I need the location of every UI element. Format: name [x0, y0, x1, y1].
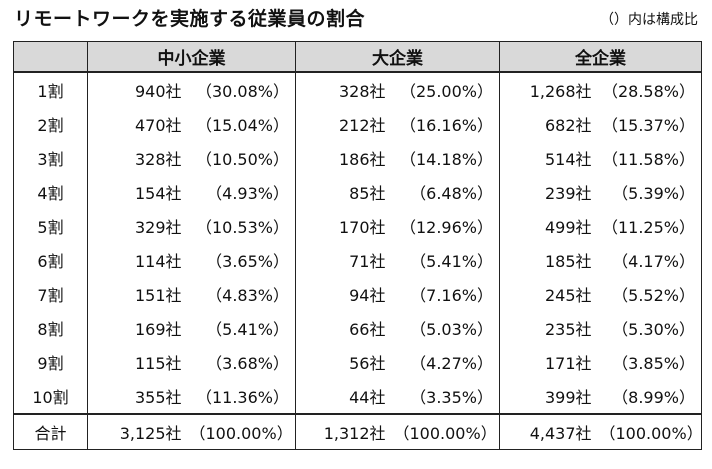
table-row: 4割 154社 （4.93%） 85社 （6.48%） 239社 （5.39%）: [13, 175, 702, 209]
large-count-cell: 94社: [349, 286, 386, 305]
all-ratio-cell: （100.00%）: [599, 413, 703, 450]
header-all: 全企業: [499, 41, 702, 73]
sme-count-cell: 328社: [134, 150, 182, 169]
large-count-cell: 170社: [338, 218, 386, 237]
large-ratio-cell: （5.41%）: [393, 243, 500, 277]
large-count-cell: 56社: [349, 354, 386, 373]
sme-ratio-cell: （5.41%）: [189, 311, 296, 345]
ratio-note: （）内は構成比: [600, 12, 698, 28]
large-ratio-cell: （4.27%）: [393, 345, 500, 379]
all-ratio-cell: （5.39%）: [612, 184, 695, 203]
all-ratio-cell: （15.37%）: [601, 116, 695, 135]
all-ratio-cell: （4.17%）: [612, 252, 695, 271]
page-title: リモートワークを実施する従業員の割合: [14, 8, 366, 30]
sme-ratio-cell: （3.68%）: [189, 345, 296, 379]
all-count-cell: 171社: [544, 354, 592, 373]
large-count-cell: 71社: [349, 252, 386, 271]
all-ratio-cell: （5.30%）: [612, 320, 695, 339]
header-stub: [13, 41, 88, 73]
row-label: 1割: [13, 72, 88, 107]
sme-ratio-cell: （10.50%）: [189, 141, 296, 175]
large-count-cell: 1,312社: [295, 413, 394, 450]
all-ratio-cell: （11.58%）: [601, 150, 695, 169]
table-row: 6割 114社 （3.65%） 71社 （5.41%） 185社 （4.17%）: [13, 243, 702, 277]
all-count-cell: 399社: [544, 388, 592, 407]
large-ratio-cell: （6.48%）: [393, 175, 500, 209]
row-label: 9割: [13, 345, 88, 379]
large-count-cell: 66社: [349, 320, 386, 339]
all-ratio-cell: （3.85%）: [612, 354, 695, 373]
all-count-cell: 682社: [544, 116, 592, 135]
all-count-cell: 239社: [544, 184, 592, 203]
large-count-cell: 44社: [349, 388, 386, 407]
sme-count-cell: 115社: [134, 354, 182, 373]
sme-count-cell: 940社: [134, 82, 182, 101]
large-count-cell: 212社: [338, 116, 386, 135]
row-label: 8割: [13, 311, 88, 345]
sme-count-cell: 355社: [134, 388, 182, 407]
table-row: 3割 328社 （10.50%） 186社 （14.18%） 514社 （11.58%）: [13, 141, 702, 175]
all-count-cell: 1,268社: [529, 82, 592, 101]
table-row: 8割 169社 （5.41%） 66社 （5.03%） 235社 （5.30%）: [13, 311, 702, 345]
sme-count-cell: 154社: [134, 184, 182, 203]
sme-ratio-cell: （4.93%）: [189, 175, 296, 209]
row-label: 合計: [13, 413, 88, 450]
all-ratio-cell: （11.25%）: [601, 218, 695, 237]
remote-work-table: 中小企業 大企業 全企業 1割 940社 （30.08%） 328社 （25.00%） 1…: [13, 41, 703, 450]
sme-ratio-cell: （15.04%）: [189, 107, 296, 141]
header-large: 大企業: [295, 41, 500, 73]
sme-ratio-cell: （10.53%）: [189, 209, 296, 243]
total-row: 合計 3,125社 （100.00%） 1,312社 （100.00%） 4,437社 （1…: [13, 413, 703, 450]
sme-count-cell: 470社: [134, 116, 182, 135]
large-count-cell: 186社: [338, 150, 386, 169]
sme-ratio-cell: （11.36%）: [189, 379, 296, 414]
table-body: 中小企業 大企業 全企業 1割 940社 （30.08%） 328社 （25.00%） 1…: [13, 41, 703, 450]
table-row: 2割 470社 （15.04%） 212社 （16.16%） 682社 （15.37%）: [13, 107, 702, 141]
large-count-cell: 328社: [338, 82, 386, 101]
all-count-cell: 185社: [544, 252, 592, 271]
large-ratio-cell: （25.00%）: [393, 72, 500, 107]
all-ratio-cell: （5.52%）: [612, 286, 695, 305]
row-label: 7割: [13, 277, 88, 311]
all-count-cell: 4,437社: [499, 413, 600, 450]
all-count-cell: 499社: [544, 218, 592, 237]
all-ratio-cell: （8.99%）: [612, 388, 695, 407]
sme-count-cell: 329社: [134, 218, 182, 237]
row-label: 2割: [13, 107, 88, 141]
row-label: 3割: [13, 141, 88, 175]
row-label: 10割: [13, 379, 88, 414]
header-sme: 中小企業: [87, 41, 296, 73]
large-ratio-cell: （7.16%）: [393, 277, 500, 311]
all-count-cell: 245社: [544, 286, 592, 305]
large-ratio-cell: （12.96%）: [393, 209, 500, 243]
sme-ratio-cell: （30.08%）: [189, 72, 296, 107]
header-row: 中小企業 大企業 全企業: [13, 41, 702, 73]
large-ratio-cell: （16.16%）: [393, 107, 500, 141]
all-ratio-cell: （28.58%）: [601, 82, 695, 101]
table-row: 7割 151社 （4.83%） 94社 （7.16%） 245社 （5.52%）: [13, 277, 702, 311]
large-count-cell: 85社: [349, 184, 386, 203]
row-label: 5割: [13, 209, 88, 243]
row-label: 6割: [13, 243, 88, 277]
row-label: 4割: [13, 175, 88, 209]
all-count-cell: 235社: [544, 320, 592, 339]
sme-count-cell: 169社: [134, 320, 182, 339]
large-ratio-cell: （14.18%）: [393, 141, 500, 175]
sme-count-cell: 3,125社: [87, 413, 190, 450]
table-row: 5割 329社 （10.53%） 170社 （12.96%） 499社 （11.25%）: [13, 209, 702, 243]
large-ratio-cell: （3.35%）: [393, 379, 500, 414]
table-row: 1割 940社 （30.08%） 328社 （25.00%） 1,268社 （28.58%）: [13, 72, 702, 107]
sme-ratio-cell: （4.83%）: [189, 277, 296, 311]
large-ratio-cell: （100.00%）: [393, 413, 500, 450]
all-count-cell: 514社: [544, 150, 592, 169]
table-row: 10割 355社 （11.36%） 44社 （3.35%） 399社 （8.99%）: [13, 379, 702, 414]
large-ratio-cell: （5.03%）: [393, 311, 500, 345]
table-row: 9割 115社 （3.68%） 56社 （4.27%） 171社 （3.85%）: [13, 345, 702, 379]
sme-count-cell: 114社: [134, 252, 182, 271]
sme-ratio-cell: （100.00%）: [189, 413, 296, 450]
sme-count-cell: 151社: [134, 286, 182, 305]
sme-ratio-cell: （3.65%）: [189, 243, 296, 277]
